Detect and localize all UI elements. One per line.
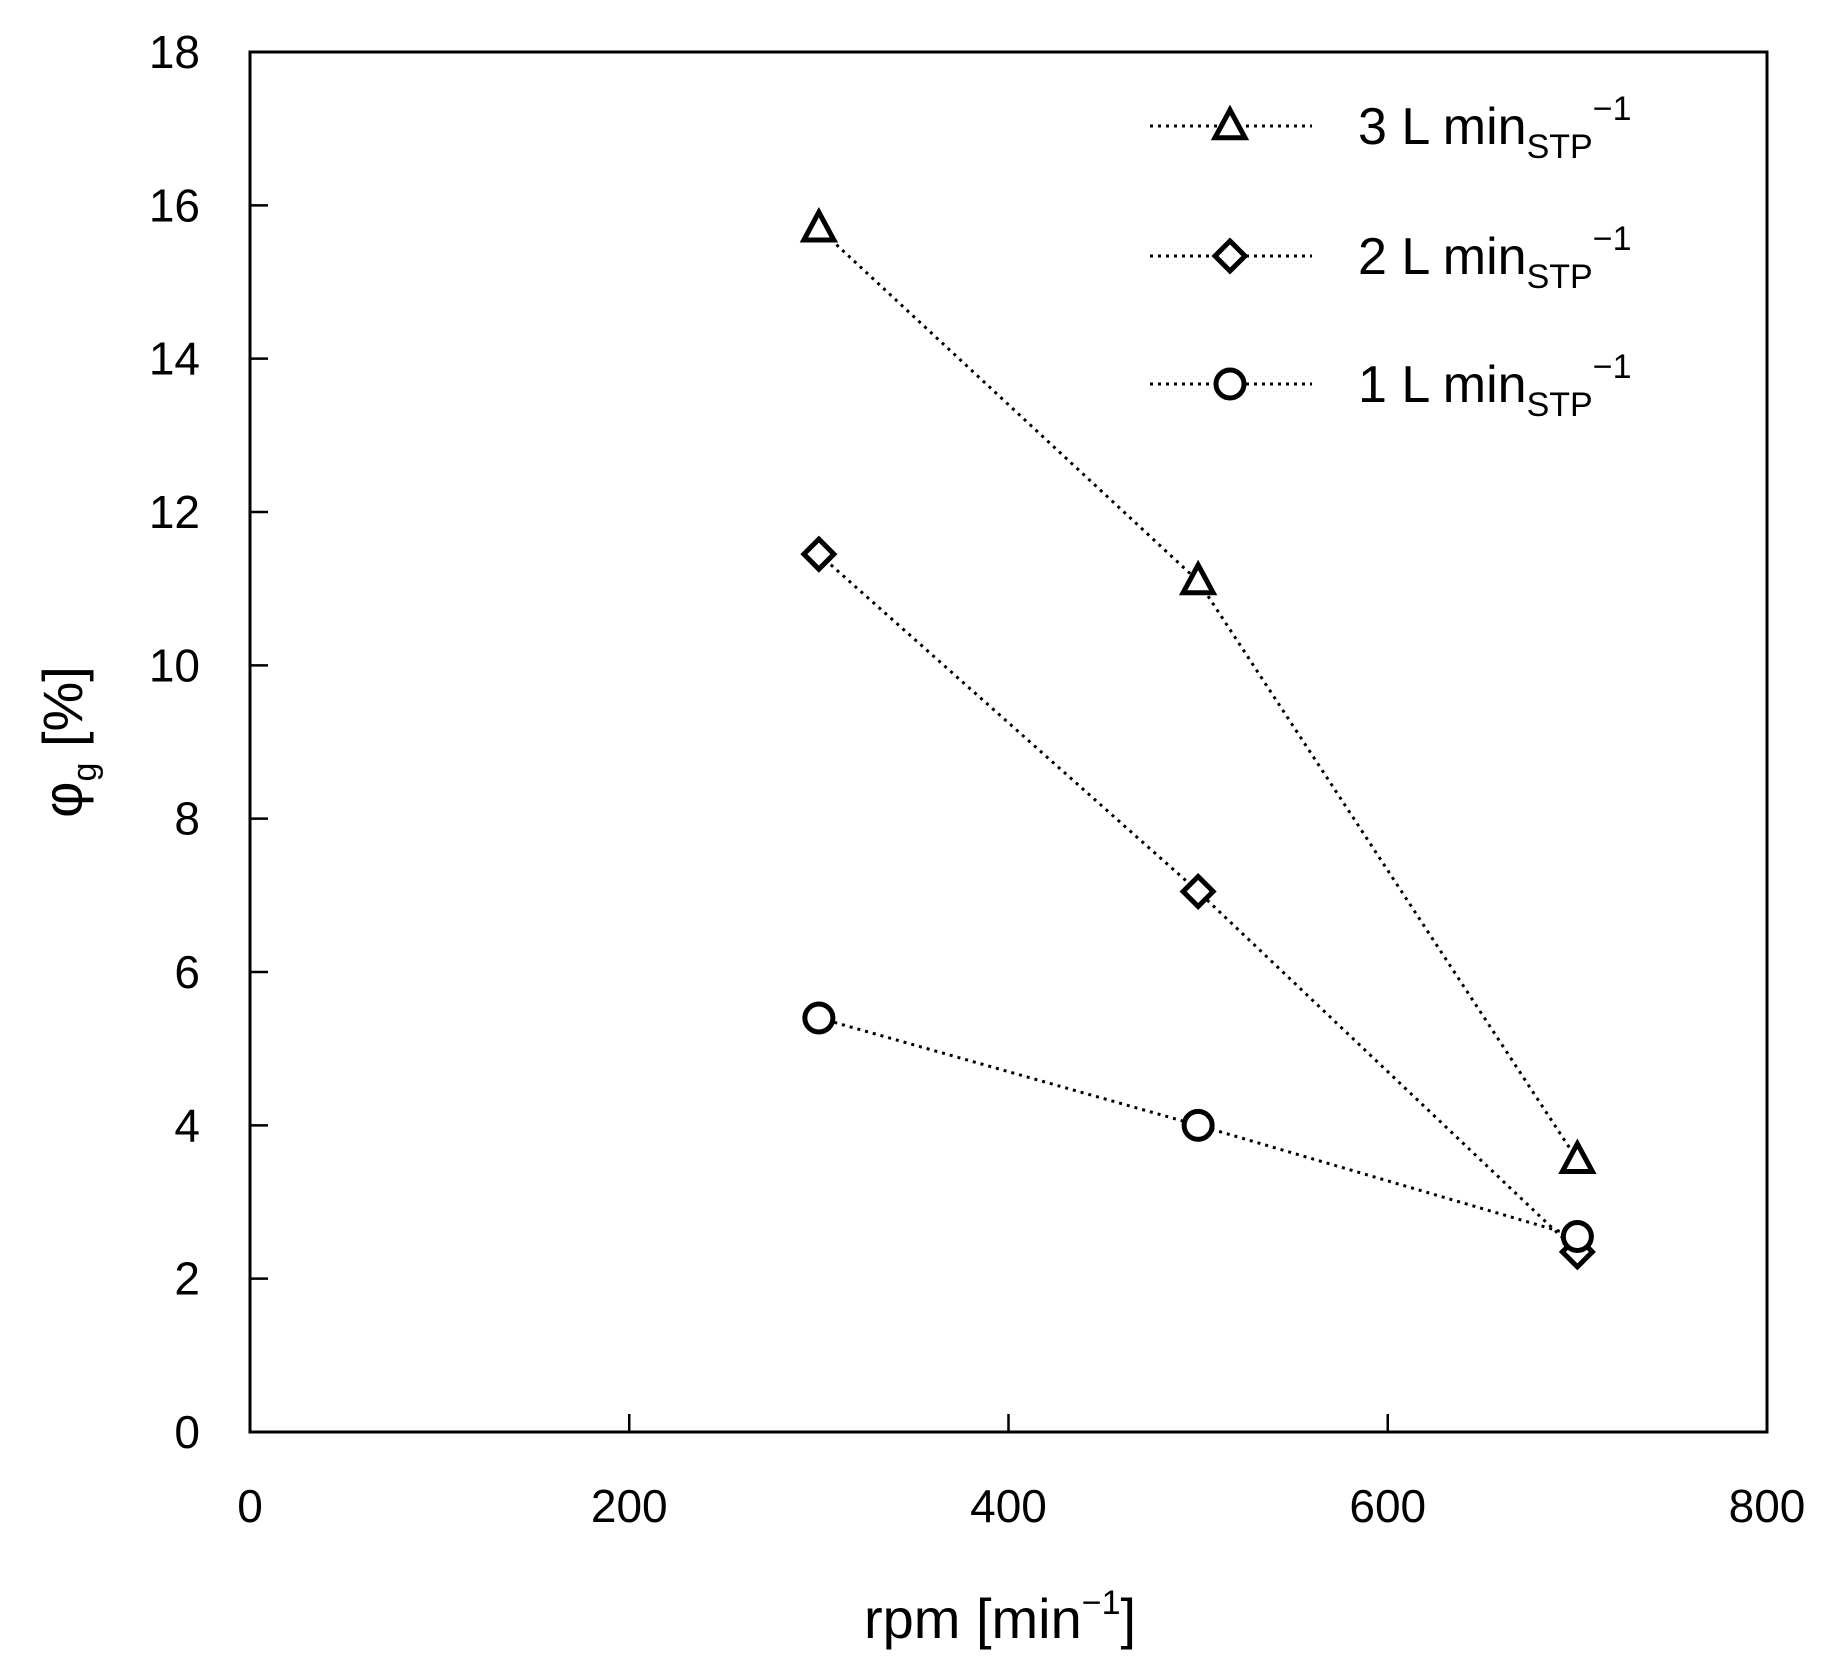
data-point-diamond [1179,872,1217,911]
data-point-circle [802,1001,836,1035]
y-tick-label: 18 [149,26,200,78]
x-tick-label: 0 [237,1480,263,1532]
y-axis: 0 2 4 6 8 10 12 14 16 18 [149,26,268,1458]
y-tick-label: 2 [174,1253,200,1305]
legend: 3 L minSTP−1 2 L minSTP−1 1 L minSTP−1 [1150,90,1631,424]
y-tick-label: 8 [174,793,200,845]
y-tick-label: 4 [174,1099,200,1151]
x-tick-label: 200 [591,1480,668,1532]
y-tick-label: 0 [174,1406,200,1458]
data-point-triangle [799,206,839,243]
data-point-circle [1181,1108,1215,1142]
data-point-triangle [1558,1138,1597,1175]
x-tick-label: 600 [1349,1480,1426,1532]
data-point-circle [1560,1220,1594,1253]
legend-label: 1 L minSTP−1 [1358,348,1631,424]
y-tick-label: 14 [149,333,200,385]
y-tick-label: 16 [149,179,200,231]
data-point-triangle [1178,559,1218,596]
x-axis: 0 200 400 600 800 [237,1414,1805,1532]
series-line-diamond [817,553,1579,1253]
legend-label: 3 L minSTP−1 [1358,90,1631,166]
legend-marker-diamond [1211,237,1249,275]
x-tick-label: 800 [1729,1480,1806,1532]
y-axis-title: φg [%] [31,666,104,818]
y-tick-label: 12 [149,486,200,538]
x-tick-label: 400 [970,1480,1047,1532]
y-tick-label: 6 [174,946,200,998]
legend-label: 2 L minSTP−1 [1358,220,1631,296]
y-tick-label: 10 [149,639,200,691]
data-point-diamond [800,535,838,573]
legend-marker-triangle [1210,104,1250,141]
legend-marker-circle [1213,367,1247,401]
series-layer [799,206,1597,1271]
x-axis-title: rpm [min−1] [864,1584,1136,1650]
